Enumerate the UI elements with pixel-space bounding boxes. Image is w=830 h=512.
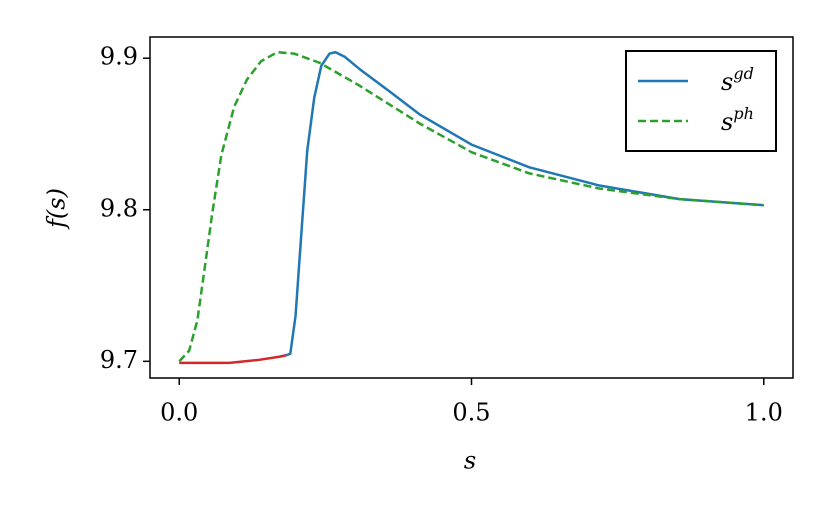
y-tick-label: 9.7 [100, 346, 138, 374]
x-tick-label: 0.5 [452, 399, 490, 427]
legend-label: sgd [721, 64, 754, 96]
x-tick-label: 1.0 [745, 399, 783, 427]
x-tick-label: 0.0 [160, 399, 198, 427]
y-tick-label: 9.9 [100, 43, 138, 71]
y-tick-label: 9.8 [100, 194, 138, 222]
plot-frame [149, 36, 794, 379]
series-line [178, 50, 764, 363]
series-line [179, 354, 287, 365]
y-axis-label: f(s) [43, 188, 71, 230]
series-line [285, 50, 764, 357]
x-axis-label: s [464, 447, 476, 475]
legend-box [625, 50, 777, 152]
legend-label: sph [721, 104, 754, 136]
